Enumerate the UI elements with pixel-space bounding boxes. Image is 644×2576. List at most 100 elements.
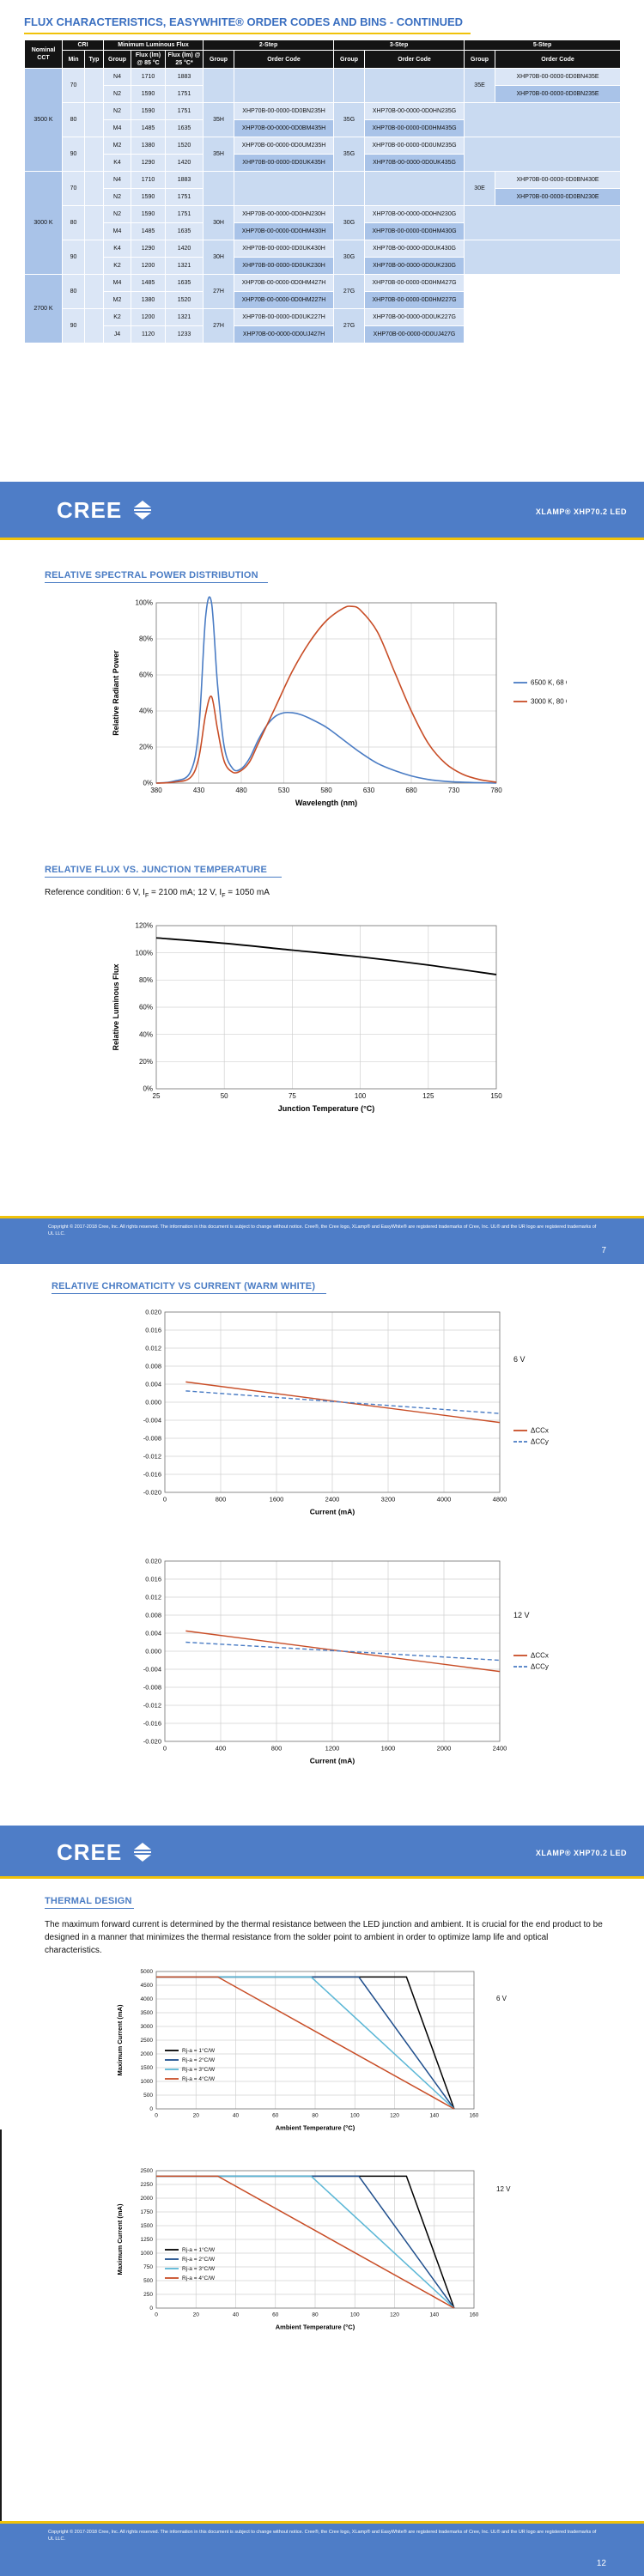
legend-label: ΔCCx	[531, 1652, 549, 1660]
flux85-cell: 1200	[131, 257, 166, 275]
cct-cell: 3500 K	[24, 68, 63, 172]
flux85-cell: 1290	[131, 154, 166, 172]
plot-frame	[155, 2170, 475, 2309]
y-tick-label: 40%	[139, 708, 153, 715]
series-line-1	[156, 1976, 455, 2110]
y-tick-label: -0.004	[143, 1417, 161, 1425]
y-tick-label: 2000	[141, 2196, 154, 2202]
flux-group-cell: M2	[103, 137, 131, 155]
x-tick-label: 100	[355, 1092, 367, 1100]
x-tick-label: 730	[448, 787, 460, 794]
flux-group-cell: K2	[103, 257, 131, 275]
step2-group-cell: 35H	[203, 137, 235, 172]
y-tick-label: 1500	[141, 2223, 154, 2229]
flux-group-cell: K4	[103, 240, 131, 258]
header-yellow-bar	[0, 538, 644, 540]
flux25-cell: 1520	[164, 137, 204, 155]
x-tick-label: 150	[490, 1092, 502, 1100]
step3-code-cell: XHP70B-00-0000-0D0UK430G	[364, 240, 465, 258]
flux85-cell: 1380	[131, 291, 166, 309]
flux85-cell: 1485	[131, 222, 166, 240]
step3-group-cell: 30G	[333, 240, 366, 275]
legend-label: Rj-a = 1°C/W	[182, 2246, 216, 2253]
table-row: M4 1485 1635 XHP70B-00-0000-0D0HM430H XHP70B…	[25, 222, 621, 240]
flux25-cell: 1321	[164, 308, 204, 326]
y-tick-label: 40%	[139, 1030, 153, 1038]
cri-typ-cell	[84, 68, 104, 103]
flux85-cell: 1710	[131, 68, 166, 86]
y-tick-label: 0.020	[145, 1558, 161, 1565]
chroma-title-rule	[52, 1293, 326, 1294]
empty-cell	[364, 68, 465, 103]
x-axis-label: Junction Temperature (°C)	[278, 1104, 374, 1113]
page-title: FLUX CHARACTERISTICS, EASYWHITE® ORDER C…	[24, 15, 464, 28]
flux85-cell: 1590	[131, 85, 166, 103]
empty-cell	[333, 68, 366, 103]
step2-code-cell: XHP70B-00-0000-0D0BN235H	[234, 102, 335, 120]
logo-text-2: CREE	[57, 1839, 123, 1865]
step2-group-cell: 30H	[203, 240, 235, 275]
empty-cell	[234, 68, 335, 103]
table-row: 3500 K 70 N4 1710 1883 35E XHP70B-00-0000-0D0B…	[24, 68, 622, 172]
empty-cell	[203, 171, 235, 206]
y-tick-label: -0.012	[143, 1453, 161, 1461]
flux-tj-chart: 25 50 75 100 125 150 0% 20% 40% 60% 80% 100% 120% Jun…	[112, 922, 502, 1113]
voltage-label: 12 V	[513, 1611, 530, 1619]
chroma-title: RELATIVE CHROMATICITY VS CURRENT (WARM W…	[52, 1281, 316, 1291]
header-cri: CRI	[62, 39, 104, 51]
flux85-cell: 1590	[131, 188, 166, 206]
y-tick-label: -0.016	[143, 1471, 161, 1479]
series-line-2	[156, 2175, 455, 2309]
y-tick-label: 80%	[139, 635, 153, 643]
series-line-0	[185, 1381, 501, 1424]
y-tick-label: 0%	[143, 1085, 153, 1093]
chroma-chart-12v: 0 400 800 1200 1600 2000 2400 0.020 0.016 0.012 0.…	[143, 1558, 549, 1765]
thermal-chart-12v: 0 20 40 60 80 100 120 140 160 0 250 500 750 1000 1250 1…	[116, 2168, 511, 2330]
x-tick-label: 680	[405, 787, 417, 794]
table-row: 80 N2 1590 1751 35H XHP70B-00-0000-0D0BN235H 3…	[25, 102, 622, 137]
header-group: Group	[103, 50, 131, 69]
x-tick-label: 800	[216, 1496, 227, 1504]
header-flux25: Flux (lm) @ 25 °C*	[164, 50, 204, 69]
table-row: 90 K4 1290 1420 30H XHP70B-00-0000-0D0UK430H 3…	[25, 240, 622, 275]
y-tick-label: -0.020	[143, 1738, 161, 1746]
empty-cell	[234, 171, 335, 206]
footer-yellow-bar	[0, 1216, 644, 1218]
cree-logo: CREE	[57, 497, 153, 524]
y-tick-label: 100%	[136, 599, 153, 607]
y-tick-label: 0.016	[145, 1576, 161, 1583]
x-tick-label: 125	[422, 1092, 434, 1100]
thermal-title-rule	[45, 1908, 134, 1909]
cri-min-cell: 80	[62, 274, 85, 309]
x-tick-label: 0	[155, 2113, 158, 2119]
step3-group-cell: 35G	[333, 102, 366, 137]
y-tick-label: 100%	[136, 949, 153, 957]
flux25-cell: 1520	[164, 291, 204, 309]
table-row: 3000 K 70 N4 1710 1883 30E XHP70B-00-0000-0D0B…	[24, 171, 622, 275]
x-tick-label: 20	[193, 2113, 200, 2119]
series-line-1	[185, 1390, 501, 1414]
flux-group-cell: N2	[103, 102, 131, 120]
step3-group-cell: 27G	[333, 274, 366, 309]
cree-logo-2: CREE	[57, 1839, 153, 1866]
flux-group-cell: N2	[103, 205, 131, 223]
table-row: J4 1120 1233 XHP70B-00-0000-0D0UJ427H XHP70B…	[25, 325, 621, 343]
y-tick-label: 0%	[143, 780, 153, 787]
series-line-0	[155, 937, 497, 975]
legend-label: 3000 K, 80 CRI	[531, 698, 567, 706]
header-2step: 2-Step	[203, 39, 335, 51]
x-tick-label: 25	[153, 1092, 161, 1100]
flux85-cell: 1380	[131, 137, 166, 155]
step3-code-cell: XHP70B-00-0000-0D0HM435G	[364, 119, 465, 137]
y-tick-label: 2000	[141, 2051, 154, 2057]
empty-cell	[203, 68, 235, 103]
x-tick-label: 580	[320, 787, 332, 794]
x-tick-label: 120	[390, 2312, 399, 2318]
thermal-chart-6v: 0 20 40 60 80 100 120 140 160 0 500 1000 1500 2000 250…	[116, 1969, 507, 2131]
plot-frame	[155, 602, 497, 784]
cri-typ-cell	[84, 137, 104, 172]
y-tick-label: 0.000	[145, 1648, 161, 1656]
flux25-cell: 1883	[164, 171, 204, 189]
y-tick-label: 20%	[139, 1058, 153, 1066]
page-number: 7	[601, 1246, 606, 1255]
